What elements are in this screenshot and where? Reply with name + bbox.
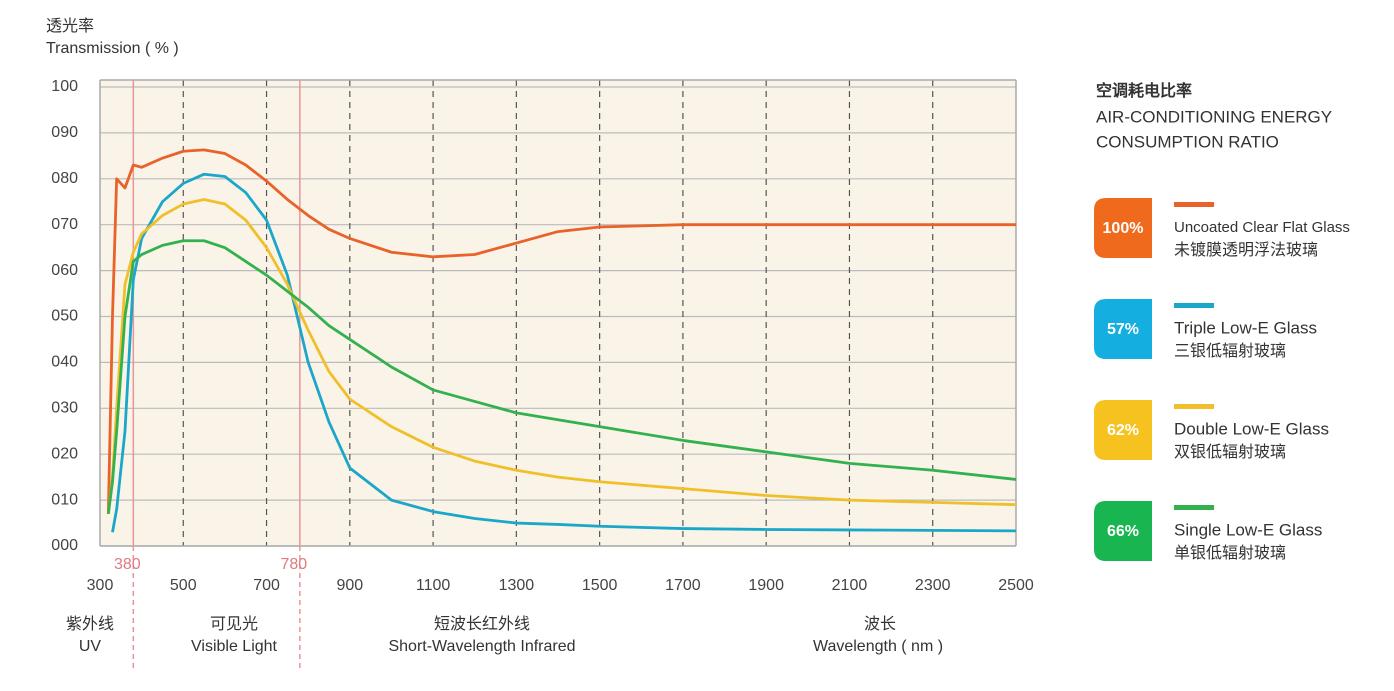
legend-label: Double Low-E Glass — [1174, 419, 1329, 438]
legend-title: CONSUMPTION RATIO — [1096, 132, 1279, 151]
region-label-zh: 短波长红外线 — [434, 615, 530, 633]
region-label: Short-Wavelength Infrared — [388, 638, 575, 655]
x-tick-label: 300 — [87, 577, 114, 594]
x-tick-label: 1500 — [582, 577, 618, 594]
y-tick-label: 100 — [51, 78, 78, 95]
y-tick-label: 030 — [51, 400, 78, 417]
series-line — [106, 239, 1017, 515]
y-tick-label: 070 — [51, 216, 78, 233]
x-tick-label: 900 — [336, 577, 363, 594]
x-tick-label: 1300 — [499, 577, 535, 594]
y-tick-label: 080 — [51, 170, 78, 187]
legend-label: Uncoated Clear Flat Glass — [1174, 219, 1350, 236]
legend-label-zh: 单银低辐射玻璃 — [1174, 544, 1286, 562]
legend-label: Triple Low-E Glass — [1174, 318, 1317, 337]
series-line — [106, 198, 1017, 515]
plot-area — [100, 80, 1016, 546]
y-tick-label: 040 — [51, 354, 78, 371]
x-tick-label: 1100 — [416, 577, 451, 594]
region-label: UV — [79, 638, 102, 655]
legend-badge — [1094, 501, 1152, 561]
x-tick-label: 500 — [170, 577, 197, 594]
legend-badge — [1094, 198, 1152, 258]
x-tick-label: 2500 — [998, 577, 1034, 594]
y-axis-title: Transmission ( % ) — [46, 40, 179, 57]
legend-swatch — [1174, 303, 1214, 308]
legend-swatch — [1174, 505, 1214, 510]
x-axis-title-zh: 波长 — [864, 615, 896, 633]
x-tick-label: 2300 — [915, 577, 951, 594]
y-tick-label: 050 — [51, 308, 78, 325]
legend-badge-label: 66% — [1107, 523, 1139, 540]
legend-swatch — [1174, 404, 1214, 409]
x-tick-label: 700 — [253, 577, 280, 594]
legend-badge — [1094, 299, 1152, 359]
legend-label-zh: 双银低辐射玻璃 — [1174, 443, 1286, 461]
series-line — [106, 148, 1016, 514]
legend-label: Single Low-E Glass — [1174, 520, 1322, 539]
marker-label: 380 — [114, 556, 141, 573]
x-tick-label: 2100 — [832, 577, 868, 594]
legend-badge-label: 62% — [1107, 422, 1139, 439]
region-label: Visible Light — [191, 638, 278, 655]
y-tick-label: 020 — [51, 445, 78, 462]
legend-badge-label: 100% — [1103, 220, 1144, 237]
y-tick-label: 060 — [51, 262, 78, 279]
x-tick-label: 1900 — [748, 577, 784, 594]
y-tick-label: 090 — [51, 124, 78, 141]
legend-badge-label: 57% — [1107, 321, 1139, 338]
legend-label-zh: 未镀膜透明浮法玻璃 — [1174, 241, 1318, 259]
x-axis-title: Wavelength ( nm ) — [813, 638, 943, 655]
region-label-zh: 紫外线 — [66, 615, 114, 633]
legend-title: AIR-CONDITIONING ENERGY — [1096, 107, 1332, 126]
region-label-zh: 可见光 — [210, 615, 258, 633]
marker-label: 780 — [281, 556, 308, 573]
y-tick-label: 000 — [51, 537, 78, 554]
legend-label-zh: 三银低辐射玻璃 — [1174, 342, 1286, 360]
legend-badge — [1094, 400, 1152, 460]
x-tick-label: 1700 — [665, 577, 701, 594]
y-axis-title-zh: 透光率 — [46, 17, 94, 35]
legend-swatch — [1174, 202, 1214, 207]
legend-title-zh: 空调耗电比率 — [1096, 81, 1192, 100]
y-tick-label: 010 — [51, 491, 78, 508]
